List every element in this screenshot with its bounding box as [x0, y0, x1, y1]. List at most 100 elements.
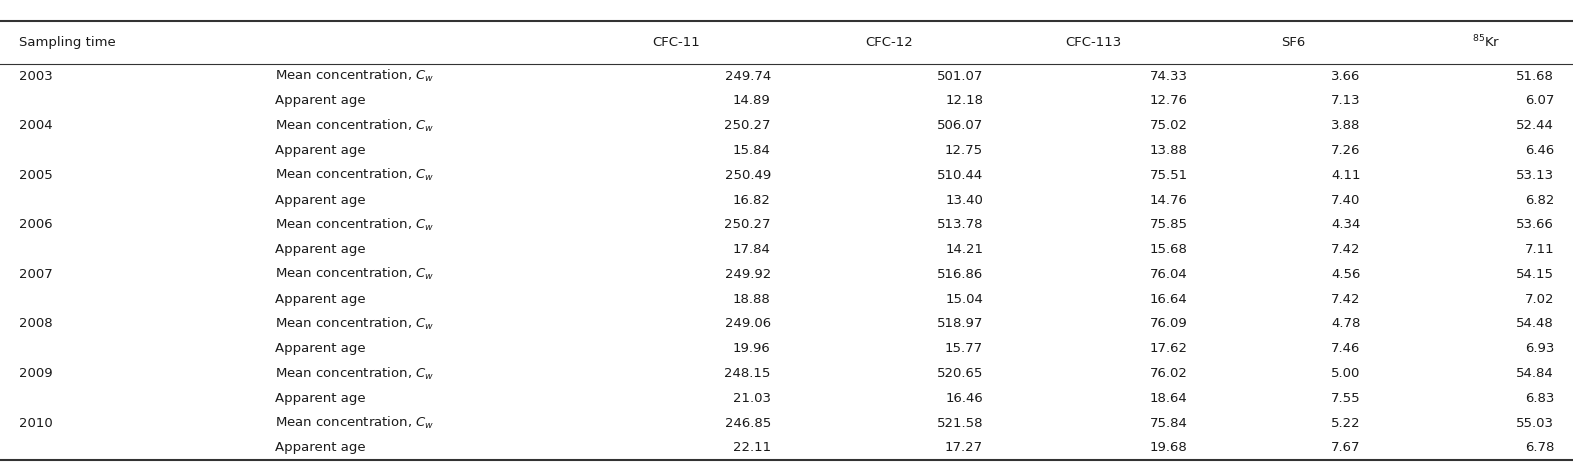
Text: 4.34: 4.34 [1331, 218, 1361, 231]
Text: Apparent age: Apparent age [275, 342, 367, 355]
Text: 516.86: 516.86 [938, 268, 983, 281]
Text: 7.40: 7.40 [1331, 194, 1361, 207]
Text: 501.07: 501.07 [938, 69, 983, 83]
Text: 76.02: 76.02 [1150, 367, 1188, 380]
Text: 13.40: 13.40 [945, 194, 983, 207]
Text: 7.02: 7.02 [1524, 293, 1554, 306]
Text: 249.92: 249.92 [725, 268, 771, 281]
Text: 5.00: 5.00 [1331, 367, 1361, 380]
Text: 19.96: 19.96 [733, 342, 771, 355]
Text: 2005: 2005 [19, 169, 52, 182]
Text: 510.44: 510.44 [938, 169, 983, 182]
Text: 76.09: 76.09 [1150, 317, 1188, 330]
Text: 6.82: 6.82 [1524, 194, 1554, 207]
Text: 51.68: 51.68 [1516, 69, 1554, 83]
Text: Apparent age: Apparent age [275, 441, 367, 455]
Text: 2009: 2009 [19, 367, 52, 380]
Text: Sampling time: Sampling time [19, 36, 116, 49]
Text: 2010: 2010 [19, 416, 52, 430]
Text: 74.33: 74.33 [1150, 69, 1188, 83]
Text: 7.13: 7.13 [1331, 94, 1361, 108]
Text: 6.83: 6.83 [1524, 392, 1554, 405]
Text: Mean concentration, $C_w$: Mean concentration, $C_w$ [275, 365, 434, 381]
Text: Mean concentration, $C_w$: Mean concentration, $C_w$ [275, 266, 434, 282]
Text: 75.51: 75.51 [1150, 169, 1188, 182]
Text: 249.74: 249.74 [725, 69, 771, 83]
Text: 21.03: 21.03 [733, 392, 771, 405]
Text: 6.78: 6.78 [1524, 441, 1554, 455]
Text: 12.76: 12.76 [1150, 94, 1188, 108]
Text: 18.88: 18.88 [733, 293, 771, 306]
Text: 2003: 2003 [19, 69, 52, 83]
Text: 518.97: 518.97 [938, 317, 983, 330]
Text: 7.67: 7.67 [1331, 441, 1361, 455]
Text: 12.75: 12.75 [945, 144, 983, 157]
Text: 54.15: 54.15 [1516, 268, 1554, 281]
Text: 521.58: 521.58 [936, 416, 983, 430]
Text: Mean concentration, $C_w$: Mean concentration, $C_w$ [275, 316, 434, 332]
Text: 17.27: 17.27 [945, 441, 983, 455]
Text: 75.84: 75.84 [1150, 416, 1188, 430]
Text: 53.13: 53.13 [1516, 169, 1554, 182]
Text: 17.62: 17.62 [1150, 342, 1188, 355]
Text: Apparent age: Apparent age [275, 194, 367, 207]
Text: 14.76: 14.76 [1150, 194, 1188, 207]
Text: CFC-12: CFC-12 [865, 36, 912, 49]
Text: 55.03: 55.03 [1516, 416, 1554, 430]
Text: 16.82: 16.82 [733, 194, 771, 207]
Text: Apparent age: Apparent age [275, 293, 367, 306]
Text: 15.68: 15.68 [1150, 243, 1188, 256]
Text: 520.65: 520.65 [938, 367, 983, 380]
Text: 22.11: 22.11 [733, 441, 771, 455]
Text: 16.46: 16.46 [945, 392, 983, 405]
Text: Mean concentration, $C_w$: Mean concentration, $C_w$ [275, 415, 434, 431]
Text: 7.42: 7.42 [1331, 293, 1361, 306]
Text: 5.22: 5.22 [1331, 416, 1361, 430]
Text: SF6: SF6 [1280, 36, 1306, 49]
Text: 4.11: 4.11 [1331, 169, 1361, 182]
Text: 250.49: 250.49 [725, 169, 771, 182]
Text: 75.85: 75.85 [1150, 218, 1188, 231]
Text: 3.66: 3.66 [1331, 69, 1361, 83]
Text: 513.78: 513.78 [936, 218, 983, 231]
Text: 54.48: 54.48 [1516, 317, 1554, 330]
Text: 19.68: 19.68 [1150, 441, 1188, 455]
Text: 6.93: 6.93 [1524, 342, 1554, 355]
Text: 250.27: 250.27 [724, 218, 771, 231]
Text: 4.78: 4.78 [1331, 317, 1361, 330]
Text: 14.89: 14.89 [733, 94, 771, 108]
Text: 246.85: 246.85 [725, 416, 771, 430]
Text: 15.77: 15.77 [945, 342, 983, 355]
Text: Mean concentration, $C_w$: Mean concentration, $C_w$ [275, 118, 434, 134]
Text: 13.88: 13.88 [1150, 144, 1188, 157]
Text: 248.15: 248.15 [725, 367, 771, 380]
Text: 53.66: 53.66 [1516, 218, 1554, 231]
Text: 4.56: 4.56 [1331, 268, 1361, 281]
Text: 250.27: 250.27 [724, 119, 771, 132]
Text: 7.26: 7.26 [1331, 144, 1361, 157]
Text: 249.06: 249.06 [725, 317, 771, 330]
Text: 506.07: 506.07 [938, 119, 983, 132]
Text: Mean concentration, $C_w$: Mean concentration, $C_w$ [275, 68, 434, 84]
Text: $^{85}$Kr: $^{85}$Kr [1472, 34, 1501, 51]
Text: Mean concentration, $C_w$: Mean concentration, $C_w$ [275, 167, 434, 183]
Text: 7.46: 7.46 [1331, 342, 1361, 355]
Text: Apparent age: Apparent age [275, 243, 367, 256]
Text: 2007: 2007 [19, 268, 52, 281]
Text: Apparent age: Apparent age [275, 144, 367, 157]
Text: 16.64: 16.64 [1150, 293, 1188, 306]
Text: 2006: 2006 [19, 218, 52, 231]
Text: 7.11: 7.11 [1524, 243, 1554, 256]
Text: CFC-11: CFC-11 [653, 36, 700, 49]
Text: 7.55: 7.55 [1331, 392, 1361, 405]
Text: 2008: 2008 [19, 317, 52, 330]
Text: 76.04: 76.04 [1150, 268, 1188, 281]
Text: 12.18: 12.18 [945, 94, 983, 108]
Text: 6.07: 6.07 [1524, 94, 1554, 108]
Text: 6.46: 6.46 [1524, 144, 1554, 157]
Text: 7.42: 7.42 [1331, 243, 1361, 256]
Text: 75.02: 75.02 [1150, 119, 1188, 132]
Text: 15.84: 15.84 [733, 144, 771, 157]
Text: 15.04: 15.04 [945, 293, 983, 306]
Text: 3.88: 3.88 [1331, 119, 1361, 132]
